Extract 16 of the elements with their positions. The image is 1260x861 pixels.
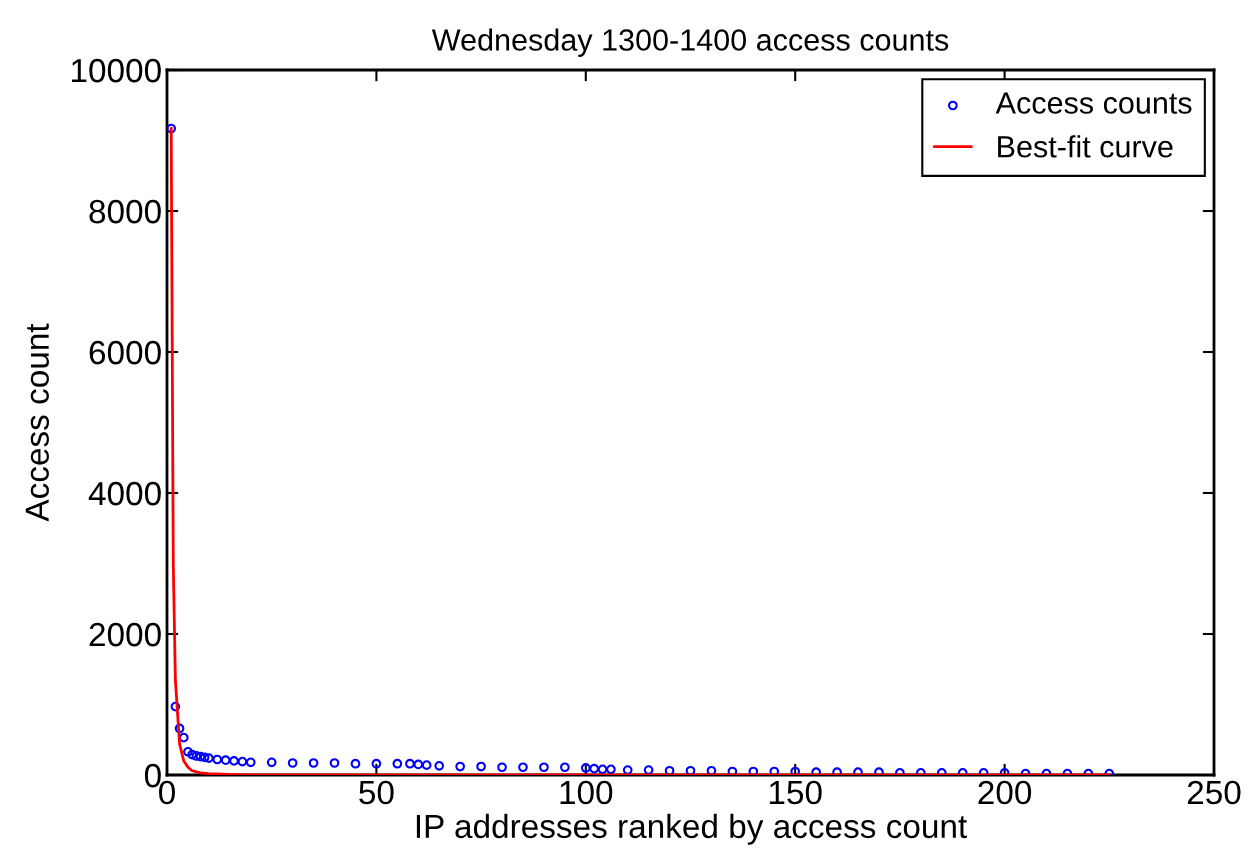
y-tick-label: 8000 [89,199,161,224]
y-tick-label: 2000 [89,622,161,647]
y-tick-label: 4000 [88,481,161,506]
x-tick-label: 250 [1187,780,1241,805]
legend-label: Access counts [995,92,1192,114]
x-tick-label: 50 [359,780,394,805]
y-tick-label: 6000 [89,340,161,365]
x-tick-label: 100 [560,780,613,805]
legend-label: Best-fit curve [998,135,1173,158]
y-axis-title: Access count [25,323,49,522]
y-tick-label: 0 [144,763,161,788]
x-axis-title: IP addresses ranked by access count [416,813,967,845]
x-tick-label: 150 [769,780,822,805]
y-tick-label: 10000 [72,58,161,83]
chart-title: Wednesday 1300-1400 access counts [431,28,949,57]
x-tick-label: 200 [978,780,1032,805]
